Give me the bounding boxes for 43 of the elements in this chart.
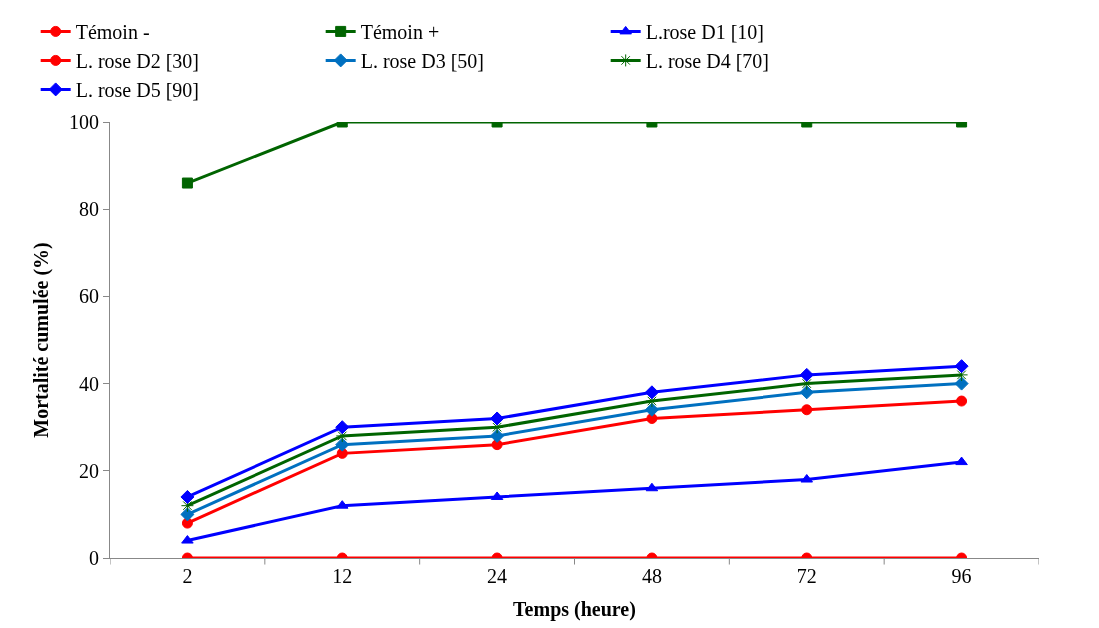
- legend-label: L.rose D1 [10]: [645, 21, 764, 44]
- y-tick-label: 80: [79, 198, 99, 221]
- point: [956, 395, 968, 407]
- point: [490, 420, 504, 434]
- point: [954, 376, 969, 391]
- point: [799, 367, 814, 382]
- point: [645, 394, 659, 408]
- point: [335, 437, 350, 452]
- y-tick-label: 0: [89, 547, 99, 569]
- point: [490, 411, 505, 426]
- y-tick-label: 40: [79, 372, 99, 395]
- point: [180, 499, 194, 513]
- point: [335, 420, 350, 435]
- legend-label: Témoin -: [75, 21, 150, 44]
- point: [799, 385, 814, 400]
- point: [490, 428, 505, 443]
- x-tick-label: 2: [182, 565, 193, 587]
- point: [644, 385, 659, 400]
- point: [180, 507, 195, 522]
- point: [955, 456, 968, 466]
- legend-label: L. rose D4 [70]: [645, 50, 769, 73]
- legend-label: L. rose D5 [90]: [75, 79, 199, 102]
- x-tick-label: 12: [332, 565, 353, 587]
- point: [801, 404, 813, 416]
- point: [180, 489, 195, 504]
- point: [800, 377, 814, 391]
- legend-label: L. rose D2 [30]: [75, 50, 199, 73]
- x-tick-label: 72: [796, 565, 817, 587]
- x-tick-label: 96: [951, 565, 972, 587]
- point: [644, 402, 659, 417]
- y-tick-label: 100: [69, 111, 99, 133]
- x-tick-label: 48: [641, 565, 662, 587]
- legend-label: Témoin +: [360, 21, 440, 44]
- legend-label: L. rose D3 [50]: [360, 50, 484, 73]
- y-axis-title: Mortalité cumulée (%): [29, 242, 53, 438]
- point: [955, 368, 969, 382]
- x-tick-label: 24: [487, 565, 508, 587]
- point: [954, 359, 969, 374]
- y-tick-label: 60: [79, 285, 99, 308]
- x-axis-title: Temps (heure): [513, 597, 636, 621]
- point: [335, 429, 349, 443]
- y-tick-label: 20: [79, 459, 99, 482]
- point: [645, 482, 659, 492]
